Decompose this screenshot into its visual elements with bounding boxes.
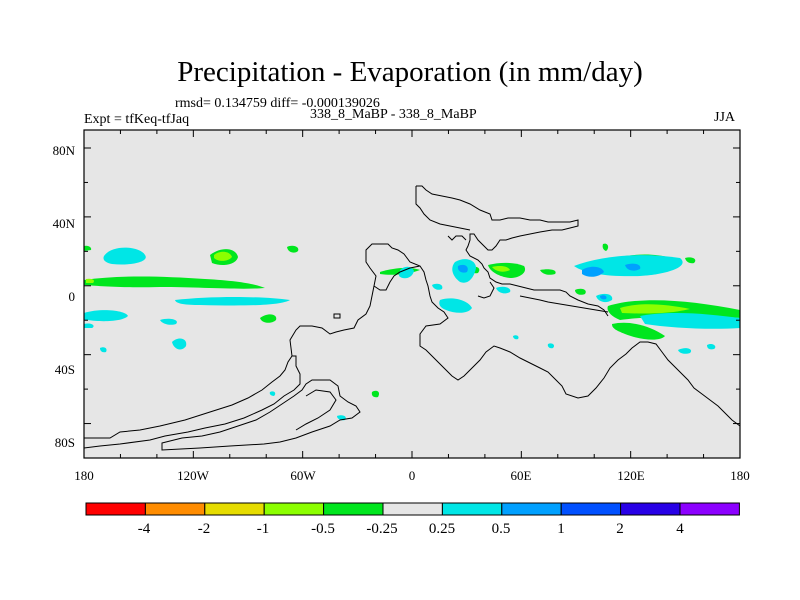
- lon-tick-label: 60W: [290, 468, 316, 483]
- colorbar-swatch: [679, 502, 740, 516]
- colorbar-label: -0.25: [366, 521, 398, 537]
- lon-tick-label: 60E: [510, 468, 532, 483]
- coastlines: [84, 185, 740, 458]
- colorbar-swatch: [382, 502, 443, 516]
- colorbar-label: 2: [616, 521, 624, 537]
- axis-ticks: [83, 130, 741, 459]
- lat-tick-label: 80N: [52, 143, 75, 158]
- statistics-label: rmsd= 0.134759 diff= -0.000139026: [175, 96, 380, 111]
- lon-tick-label: 120E: [617, 468, 645, 483]
- colorbar-label: -1: [256, 521, 270, 537]
- colorbar-swatch: [323, 502, 384, 516]
- colorbar-swatch: [501, 502, 562, 516]
- colorbar-label: 4: [676, 521, 684, 537]
- lat-tick-label: 40N: [52, 216, 75, 231]
- colorbar-swatch: [560, 502, 622, 516]
- lat-tick-label: 80S: [54, 435, 75, 450]
- colorbar-swatch: [441, 502, 503, 516]
- colorbar-swatch: [85, 502, 146, 516]
- contour-field: [84, 243, 740, 421]
- colorbar: [85, 502, 740, 516]
- colorbar-label: 1: [557, 521, 565, 537]
- colorbar-label: -0.5: [311, 521, 335, 537]
- colorbar-label: -4: [137, 521, 151, 537]
- lon-tick-label: 180: [74, 468, 94, 483]
- case-label: 338_8_MaBP - 338_8_MaBP: [310, 107, 477, 122]
- experiment-label: Expt = tfKeq-tfJaq: [84, 112, 190, 127]
- strong-positive-cores: [457, 263, 641, 300]
- map-background: [84, 130, 740, 458]
- lon-tick-label: 180: [730, 468, 750, 483]
- lat-tick-label: 40S: [54, 362, 75, 377]
- colorbar-swatch: [204, 502, 265, 516]
- figure-title: Precipitation - Evaporation (in mm/day): [177, 56, 643, 88]
- colorbar-label: -2: [197, 521, 211, 537]
- colorbar-label: 0.5: [491, 521, 511, 537]
- colorbar-swatch: [144, 502, 206, 516]
- colorbar-swatch: [620, 502, 681, 516]
- lat-tick-label: 0: [68, 289, 76, 304]
- weak-negative-cores: [86, 251, 690, 314]
- lon-tick-label: 0: [408, 468, 416, 483]
- colorbar-label: 0.25: [428, 521, 456, 537]
- colorbar-swatch: [263, 502, 325, 516]
- season-label: JJA: [714, 110, 736, 125]
- lon-tick-label: 120W: [177, 468, 209, 483]
